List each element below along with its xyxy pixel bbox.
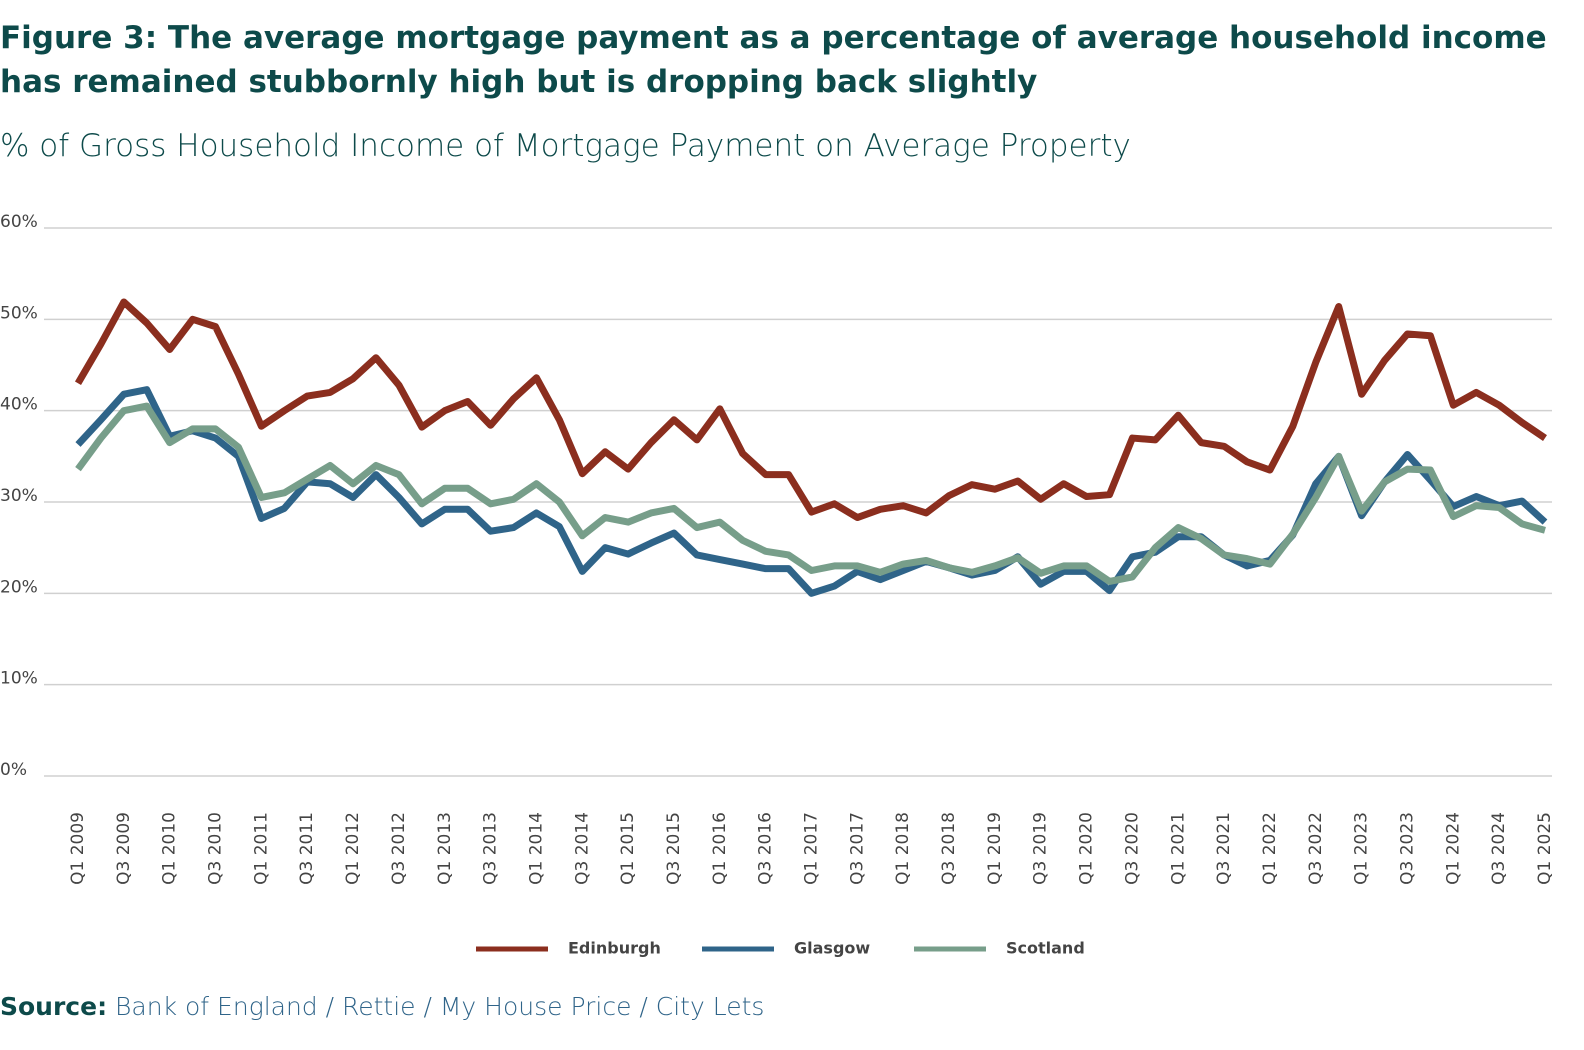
x-tick-label: Q1 2020 bbox=[1077, 812, 1097, 885]
x-tick-label: Q3 2023 bbox=[1397, 812, 1417, 885]
x-tick-label: Q3 2011 bbox=[297, 812, 317, 885]
x-tick-label: Q1 2009 bbox=[68, 812, 88, 885]
x-tick-label: Q3 2009 bbox=[114, 812, 134, 885]
y-tick-label: 40% bbox=[0, 395, 38, 415]
x-tick-label: Q1 2021 bbox=[1168, 812, 1188, 885]
y-tick-label: 0% bbox=[0, 760, 27, 780]
legend-label: Edinburgh bbox=[568, 939, 661, 958]
x-tick-label: Q1 2013 bbox=[435, 812, 455, 885]
x-tick-label: Q3 2020 bbox=[1122, 812, 1142, 885]
x-tick-label: Q3 2013 bbox=[481, 812, 501, 885]
x-tick-label: Q3 2024 bbox=[1489, 812, 1509, 885]
x-tick-label: Q1 2015 bbox=[618, 812, 638, 885]
chart: 0% 10% 20% 30% 40% 50% 60% Q1 2009 Q3 2009 Q1 201… bbox=[0, 212, 1555, 958]
x-tick-label: Q1 2011 bbox=[251, 812, 271, 885]
chart-subtitle: % of Gross Household Income of Mortgage … bbox=[0, 128, 1131, 164]
y-tick-label: 30% bbox=[0, 486, 38, 506]
series-line bbox=[75, 402, 1546, 585]
source-text: Bank of England / Rettie / My House Pric… bbox=[115, 992, 765, 1021]
x-tick-label: Q1 2025 bbox=[1535, 812, 1555, 885]
x-tick-label: Q1 2023 bbox=[1352, 812, 1372, 885]
x-tick-label: Q1 2012 bbox=[343, 812, 363, 885]
x-tick-label: Q1 2017 bbox=[802, 812, 822, 885]
y-tick-label: 60% bbox=[0, 212, 38, 232]
x-tick-label: Q3 2022 bbox=[1306, 812, 1326, 885]
x-tick-label: Q3 2015 bbox=[664, 812, 684, 885]
x-tick-label: Q3 2019 bbox=[1031, 812, 1051, 885]
legend-label: Scotland bbox=[1006, 939, 1085, 958]
x-tick-label: Q1 2019 bbox=[985, 812, 1005, 885]
y-tick-label: 20% bbox=[0, 577, 38, 597]
series-line bbox=[74, 298, 1547, 522]
x-tick-label: Q1 2018 bbox=[893, 812, 913, 885]
x-tick-label: Q1 2016 bbox=[710, 812, 730, 885]
x-tick-label: Q1 2010 bbox=[160, 812, 180, 885]
y-tick-label: 50% bbox=[0, 303, 38, 323]
y-tick-label: 10% bbox=[0, 669, 38, 689]
x-tick-label: Q3 2017 bbox=[847, 812, 867, 885]
x-tick-label: Q3 2010 bbox=[206, 812, 226, 885]
series-line bbox=[75, 386, 1548, 597]
x-tick-label: Q3 2016 bbox=[756, 812, 776, 885]
x-tick-label: Q3 2014 bbox=[572, 812, 592, 885]
source: Source: Bank of England / Rettie / My Ho… bbox=[0, 992, 764, 1021]
legend-label: Glasgow bbox=[794, 939, 870, 958]
x-tick-label: Q1 2022 bbox=[1260, 812, 1280, 885]
source-label: Source: bbox=[0, 992, 108, 1021]
x-tick-label: Q1 2014 bbox=[526, 812, 546, 885]
chart-title: Figure 3: The average mortgage payment a… bbox=[0, 20, 1547, 100]
x-tick-label: Q3 2012 bbox=[389, 812, 409, 885]
x-tick-label: Q1 2024 bbox=[1443, 812, 1463, 885]
x-tick-label: Q3 2018 bbox=[939, 812, 959, 885]
x-tick-label: Q3 2021 bbox=[1214, 812, 1234, 885]
